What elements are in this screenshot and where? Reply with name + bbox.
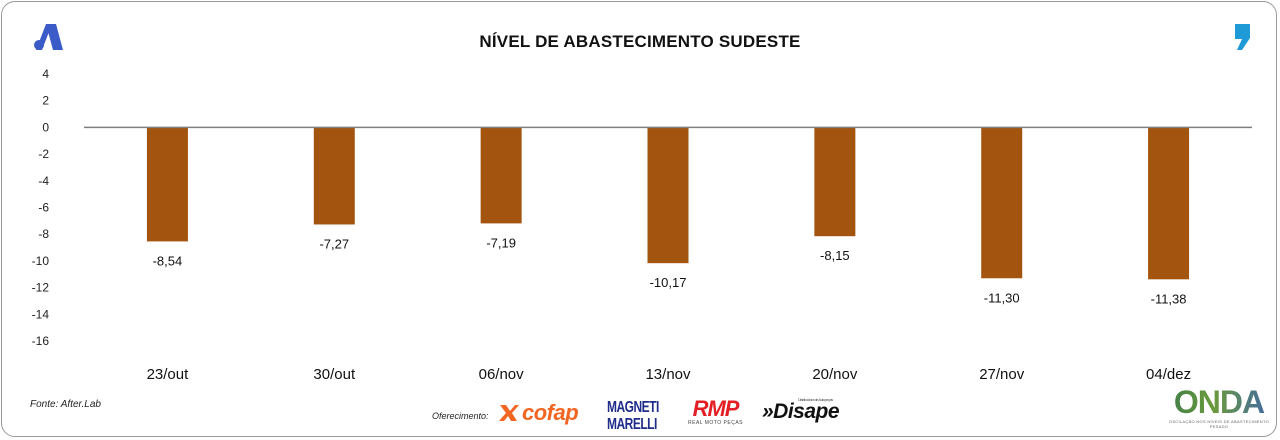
data-label: -8,15 — [820, 248, 850, 263]
cofap-x-icon — [499, 405, 519, 421]
bar — [814, 127, 856, 237]
disape-tagline: Distribuidora de Autopeças — [798, 397, 833, 402]
data-label: -8,54 — [153, 253, 183, 268]
data-label: -7,19 — [486, 235, 516, 250]
y-tick-label: -14 — [32, 307, 50, 321]
y-tick-label: -4 — [38, 174, 49, 188]
y-tick-label: -2 — [38, 147, 49, 161]
x-tick-label: 06/nov — [479, 366, 525, 383]
y-tick-label: -8 — [38, 227, 49, 241]
y-tick-label: -10 — [32, 254, 50, 268]
cofap-logo: cofap — [498, 400, 579, 426]
bar — [313, 127, 355, 225]
data-label: -11,30 — [984, 290, 1020, 305]
chart-title: NÍVEL DE ABASTECIMENTO SUDESTE — [479, 32, 801, 51]
x-tick-label: 30/out — [313, 366, 356, 383]
x-tick-label: 04/dez — [1146, 366, 1191, 383]
y-tick-label: 2 — [42, 94, 49, 108]
cofap-wordmark: cofap — [522, 400, 579, 425]
bar — [981, 127, 1023, 279]
data-label: -7,27 — [319, 236, 349, 251]
y-tick-label: -16 — [32, 334, 50, 348]
y-tick-label: 0 — [42, 120, 49, 134]
rmp-subtitle: REAL MOTO PEÇAS — [688, 420, 744, 426]
disape-logo: Distribuidora de Autopeças »Disape — [762, 397, 840, 424]
rmp-logo: RMP REAL MOTO PEÇAS — [688, 396, 744, 427]
bar — [146, 127, 188, 242]
sponsor-label: Oferecimento: — [432, 411, 489, 421]
y-tick-label: -12 — [32, 281, 50, 295]
y-tick-label: 4 — [42, 67, 49, 81]
bar — [480, 127, 522, 224]
rmp-wordmark: RMP — [692, 396, 740, 421]
letter-a-logo-icon — [34, 24, 63, 50]
bar-chart: 4 2 0 -2 -4 -6 -8 -10 -12 -14 -16 -8,54 23/out -7,27 3… — [32, 67, 1252, 383]
onda-subtitle: OSCILAÇÃO NOS NÍVEIS DE ABASTECIMENTO PE… — [1168, 419, 1270, 429]
onda-logo: ONDA OSCILAÇÃO NOS NÍVEIS DE ABASTECIMEN… — [1162, 385, 1276, 429]
y-tick-label: -6 — [38, 201, 49, 215]
bar — [1148, 127, 1190, 280]
x-tick-label: 27/nov — [979, 366, 1025, 383]
comma-logo-icon — [1235, 24, 1250, 50]
disape-wordmark: »Disape — [762, 400, 840, 423]
bar — [647, 127, 689, 264]
magneti-marelli-logo: MAGNETI MARELLI — [607, 397, 659, 433]
magneti-line: MAGNETI — [607, 397, 659, 416]
source-note: Fonte: After.Lab — [30, 399, 101, 410]
data-label: -11,38 — [1151, 291, 1187, 306]
x-tick-label: 23/out — [147, 366, 190, 383]
x-tick-label: 20/nov — [812, 366, 858, 383]
marelli-line: MARELLI — [607, 414, 657, 433]
x-tick-label: 13/nov — [645, 366, 691, 383]
data-label: -10,17 — [650, 275, 687, 290]
onda-wordmark: ONDA — [1162, 385, 1276, 419]
